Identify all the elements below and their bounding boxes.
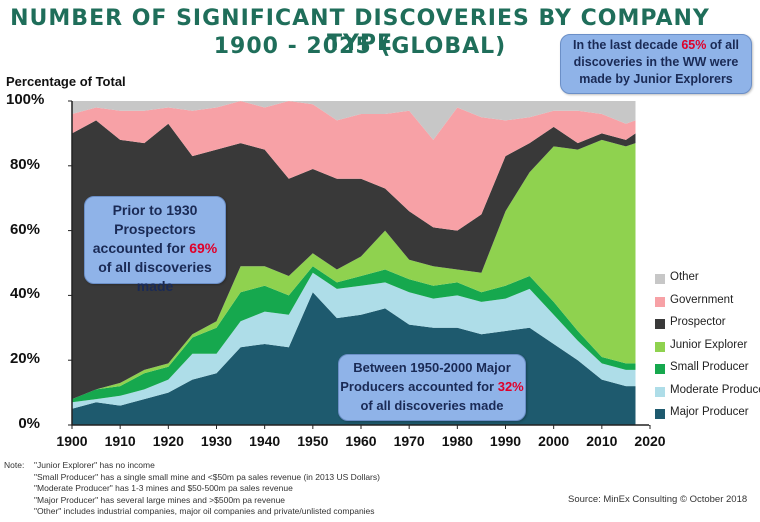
note-line: "Small Producer" has a single small mine… [34, 471, 380, 482]
x-tick-label: 1920 [152, 433, 184, 449]
legend-label: Moderate Producer [670, 383, 760, 396]
y-tick-label: 40% [9, 285, 40, 303]
x-tick-label: 1940 [249, 433, 281, 449]
x-tick-label: 1900 [56, 433, 88, 449]
series-area-prospector [72, 120, 636, 400]
note-line: "Major Producer" has several large mines… [34, 494, 286, 505]
chart-title-line-2: 1900 - 2025 (GLOBAL) [213, 34, 507, 59]
series-area-small-producer [72, 266, 636, 403]
x-tick-label: 2000 [538, 433, 570, 449]
callout-last-decade: In the last decade 65% of all discoverie… [560, 34, 752, 94]
callout-prior-1930-highlight: 69% [189, 240, 218, 256]
y-tick-label: 80% [9, 155, 40, 173]
legend-swatch [655, 341, 665, 352]
series-area-government [72, 101, 636, 231]
callout-prior-1930-text-b: of all discoveries made [98, 259, 212, 294]
callout-1950-2000-text-b: of all discoveries made [360, 398, 504, 413]
series-area-other [72, 101, 636, 140]
legend-label: Prospector [670, 316, 726, 328]
chart-title-line-1: NUMBER OF SIGNIFICANT DISCOVERIES BY COM… [10, 6, 710, 56]
chart-legend: Other Government Prospector Junior Explorer… [649, 265, 760, 425]
legend-swatch [655, 274, 665, 284]
note-line: "Other" includes industrial companies, m… [34, 506, 375, 516]
y-tick-label: 100% [6, 91, 45, 108]
legend-label: Major Producer [670, 406, 749, 418]
series-area-junior-explorer [72, 139, 636, 400]
legend-label: Government [670, 293, 734, 306]
callout-1950-2000: Between 1950-2000 Major Producers accoun… [338, 354, 526, 421]
y-tick-label: 20% [9, 350, 40, 368]
x-tick-label: 1980 [441, 433, 473, 449]
callout-last-decade-text-b: of all discoveries in the WW were made b… [573, 38, 740, 86]
legend-swatch [655, 364, 665, 374]
x-tick-label: 1930 [200, 433, 233, 449]
legend-swatch [655, 409, 665, 419]
legend-label: Other [670, 271, 699, 283]
callout-prior-1930: Prior to 1930 Prospectors accounted for … [84, 196, 226, 294]
note-line: "Junior Explorer" has no income [34, 460, 155, 470]
x-tick-label: 2020 [634, 433, 666, 449]
y-axis-label: Percentage of Total [6, 74, 126, 89]
legend-label: Small Producer [670, 361, 749, 373]
callout-prior-1930-text-a: Prior to 1930 Prospectors accounted for [92, 202, 198, 256]
legend-swatch [655, 386, 665, 397]
y-tick-label: 60% [9, 220, 40, 238]
y-tick-label: 0% [18, 415, 40, 432]
notes-heading: Note: [4, 460, 25, 470]
legend-label: Junior Explorer [670, 338, 748, 351]
x-tick-label: 2010 [586, 433, 618, 449]
callout-last-decade-highlight: 65% [681, 38, 707, 52]
legend-swatch [655, 319, 665, 329]
callout-1950-2000-highlight: 32% [497, 379, 524, 394]
x-tick-label: 1960 [345, 433, 377, 449]
x-tick-label: 1910 [104, 433, 136, 449]
x-tick-label: 1990 [489, 433, 522, 449]
source-credit: Source: MinEx Consulting © October 2018 [568, 494, 748, 505]
x-tick-label: 1950 [297, 433, 329, 449]
callout-last-decade-text-a: In the last decade [572, 38, 682, 52]
series-area-moderate-producer [72, 272, 636, 409]
legend-swatch [655, 296, 665, 307]
callout-1950-2000-text-a: Between 1950-2000 Major Producers accoun… [340, 360, 511, 394]
note-line: "Moderate Producer" has 1-3 mines and $5… [34, 483, 293, 493]
x-tick-label: 1970 [393, 433, 425, 449]
